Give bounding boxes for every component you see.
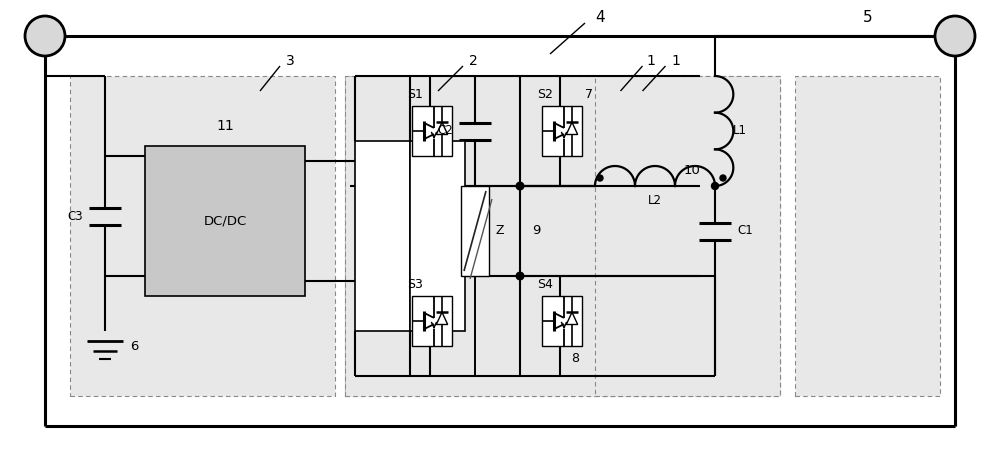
- Text: 11: 11: [216, 119, 234, 133]
- Circle shape: [516, 182, 524, 190]
- Bar: [70, 76, 335, 396]
- Circle shape: [516, 272, 524, 280]
- Bar: [542, 296, 582, 346]
- Text: 10: 10: [683, 164, 700, 178]
- Text: 7: 7: [585, 88, 593, 100]
- Bar: [412, 106, 452, 156]
- Text: 5: 5: [863, 10, 872, 25]
- Bar: [412, 296, 452, 346]
- Circle shape: [712, 182, 718, 189]
- Bar: [542, 106, 582, 156]
- Bar: [461, 186, 489, 276]
- Bar: [345, 76, 780, 396]
- Text: 4: 4: [595, 10, 605, 25]
- Text: S4: S4: [537, 277, 553, 291]
- Text: S3: S3: [407, 277, 423, 291]
- Text: 1: 1: [646, 54, 655, 68]
- Text: 1: 1: [671, 54, 680, 68]
- Bar: [355, 141, 410, 331]
- Text: 6: 6: [130, 340, 138, 352]
- Text: 3: 3: [286, 54, 294, 68]
- Circle shape: [25, 16, 65, 56]
- Text: S2: S2: [537, 88, 553, 100]
- Text: 2: 2: [469, 54, 477, 68]
- Text: C2: C2: [437, 124, 453, 138]
- Text: Z: Z: [495, 225, 504, 237]
- Text: L2: L2: [648, 195, 662, 208]
- Text: 9: 9: [532, 225, 540, 237]
- Text: S1: S1: [407, 88, 423, 100]
- Bar: [595, 76, 780, 396]
- Circle shape: [935, 16, 975, 56]
- Circle shape: [597, 175, 603, 181]
- Text: C1: C1: [737, 225, 753, 237]
- Text: 8: 8: [571, 351, 579, 365]
- Text: L1: L1: [733, 124, 747, 138]
- Bar: [145, 146, 305, 296]
- Text: C3: C3: [67, 210, 83, 222]
- Bar: [410, 141, 465, 331]
- Bar: [795, 76, 940, 396]
- Circle shape: [720, 175, 726, 181]
- Bar: [345, 76, 665, 396]
- Text: DC/DC: DC/DC: [203, 214, 247, 227]
